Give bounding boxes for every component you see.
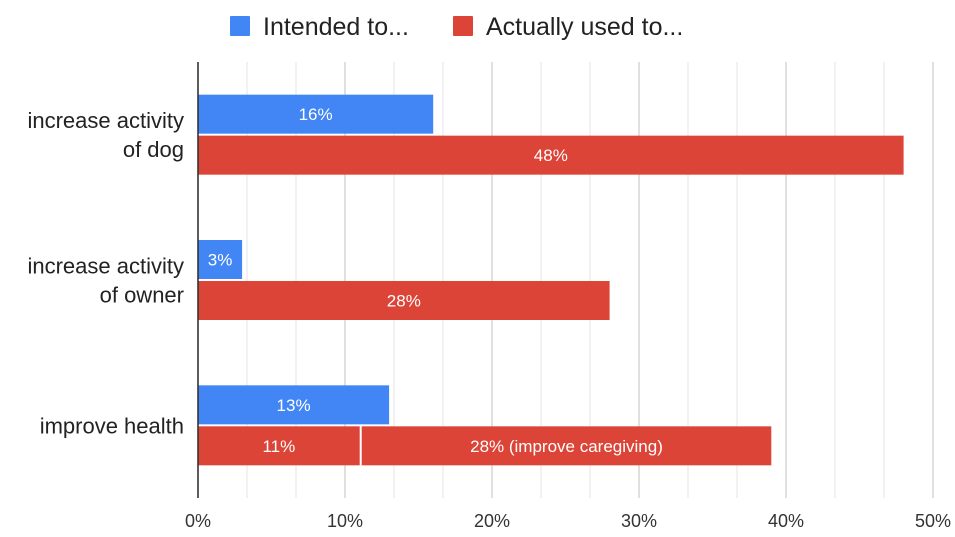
x-tick-label: 10% [327, 511, 363, 531]
data-label: 3% [208, 251, 233, 270]
axes: 0% 10% 20% 30% 40% 50% [185, 62, 951, 531]
legend-label: Intended to... [263, 13, 409, 41]
data-label: 16% [299, 105, 333, 124]
labels: 16% 48% increase activity of dog 3% 28% increa… [27, 105, 662, 456]
legend-swatch [453, 16, 473, 36]
category-label: increase activity of dog [27, 108, 184, 162]
data-label: 11% [262, 437, 295, 456]
gridlines [246, 62, 934, 498]
data-label: 28% [387, 292, 421, 311]
data-label: 28% (improve caregiving) [470, 437, 663, 456]
category-label-line: increase activity [27, 254, 184, 279]
category-label-line: of dog [123, 137, 184, 162]
x-tick-label: 50% [915, 511, 951, 531]
bar [198, 281, 610, 320]
data-label: 13% [277, 396, 311, 415]
category-label-line: improve health [40, 413, 184, 438]
legend-label: Actually used to... [486, 13, 683, 41]
category-label-line: increase activity [27, 108, 184, 133]
data-label: 48% [534, 146, 568, 165]
bar [198, 240, 243, 279]
x-tick-label: 30% [621, 511, 657, 531]
bar [198, 135, 904, 175]
legend: Intended to... Actually used to... [230, 13, 683, 41]
x-tick-label: 40% [768, 511, 804, 531]
bar [198, 385, 390, 425]
bar-segment [361, 426, 772, 466]
x-tick-label: 0% [185, 511, 211, 531]
bars [198, 94, 904, 466]
bar [198, 94, 434, 134]
category-label: improve health [40, 413, 184, 438]
category-label-line: of owner [100, 283, 184, 308]
x-tick-label: 20% [474, 511, 510, 531]
legend-swatch [230, 16, 250, 36]
category-label: increase activity of owner [27, 254, 184, 308]
bar [198, 426, 360, 466]
